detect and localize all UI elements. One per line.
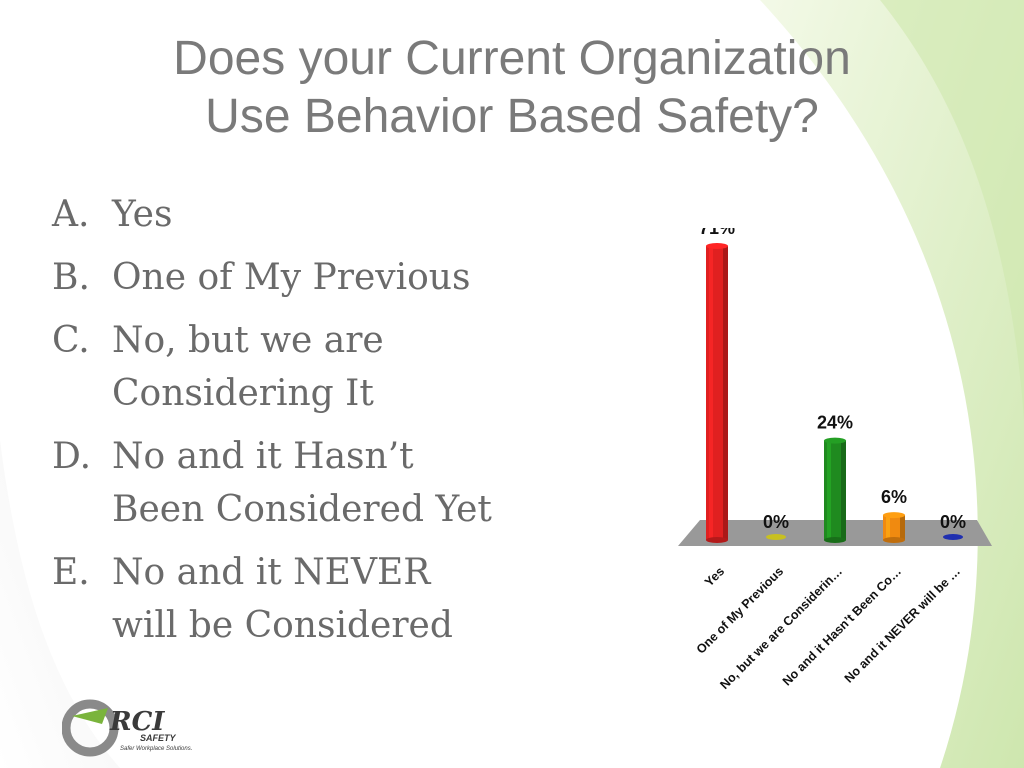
bar-bottom [883, 537, 905, 543]
bar-group [943, 534, 963, 540]
option-letter: A. [52, 194, 90, 235]
title-line-1: Does your Current Organization [173, 32, 851, 85]
bar-group [766, 534, 786, 540]
answer-option-b: B. One of My Previous [52, 251, 572, 304]
answer-option-e: E. No and it NEVER will be Considered [52, 546, 572, 652]
option-letter: D. [52, 436, 92, 477]
bar-top [706, 243, 728, 249]
option-text-line: No and it Hasn’t [112, 436, 414, 477]
logo-subtext: SAFETY [140, 733, 177, 743]
option-letter: C. [52, 320, 90, 361]
answer-option-d: D. No and it Hasn’t Been Considered Yet [52, 430, 572, 536]
answer-option-a: A. Yes [52, 188, 572, 241]
bar-shade [841, 440, 846, 540]
bar-highlight [886, 515, 890, 540]
bar-shade [723, 246, 728, 540]
option-text-line: Been Considered Yet [112, 489, 492, 530]
data-label: 6% [881, 487, 907, 507]
bar [943, 534, 963, 540]
option-text: Yes [112, 188, 172, 241]
option-text-line: One of My Previous [112, 257, 471, 298]
data-label: 0% [763, 512, 789, 532]
bar-highlight [709, 246, 713, 540]
bar-group [706, 243, 728, 543]
option-text: No and it NEVER will be Considered [112, 546, 453, 652]
option-text-line: Considering It [112, 373, 374, 414]
title-line-2: Use Behavior Based Safety? [205, 90, 819, 143]
bar-shade [900, 515, 905, 540]
data-label: 71% [699, 228, 735, 238]
answer-option-c: C. No, but we are Considering It [52, 314, 572, 420]
answer-options-list: A. Yes B. One of My Previous C. No, but … [52, 188, 572, 662]
data-label: 24% [817, 413, 853, 433]
category-label: No and it Hasn’t Been Co… [780, 564, 904, 688]
logo-wordmark: RCI [109, 707, 165, 737]
option-text-line: will be Considered [112, 605, 453, 646]
slide-title: Does your Current Organization Use Behav… [0, 30, 1024, 146]
option-text-line: No, but we are [112, 320, 384, 361]
bar-bottom [706, 537, 728, 543]
category-label: No and it NEVER will be … [842, 564, 963, 685]
option-text-line: No and it NEVER [112, 552, 431, 593]
bar-highlight [827, 440, 831, 540]
category-label: Yes [702, 564, 727, 589]
option-letter: B. [52, 257, 90, 298]
bar-group [883, 512, 905, 543]
option-letter: E. [52, 552, 90, 593]
rci-safety-logo: RCI SAFETY Safer Workplace Solutions. [62, 699, 192, 757]
bar [766, 534, 786, 540]
option-text: No, but we are Considering It [112, 314, 384, 420]
category-label: No, but we are Considerin… [717, 564, 845, 692]
bar-top [824, 437, 846, 444]
option-text: No and it Hasn’t Been Considered Yet [112, 430, 492, 536]
option-text-line: Yes [112, 194, 173, 235]
bar-group [824, 437, 846, 543]
data-label: 0% [940, 512, 966, 532]
bar-bottom [824, 537, 846, 543]
option-text: One of My Previous [112, 251, 470, 304]
logo-tagline: Safer Workplace Solutions. [120, 746, 192, 752]
bar-top [883, 512, 905, 519]
